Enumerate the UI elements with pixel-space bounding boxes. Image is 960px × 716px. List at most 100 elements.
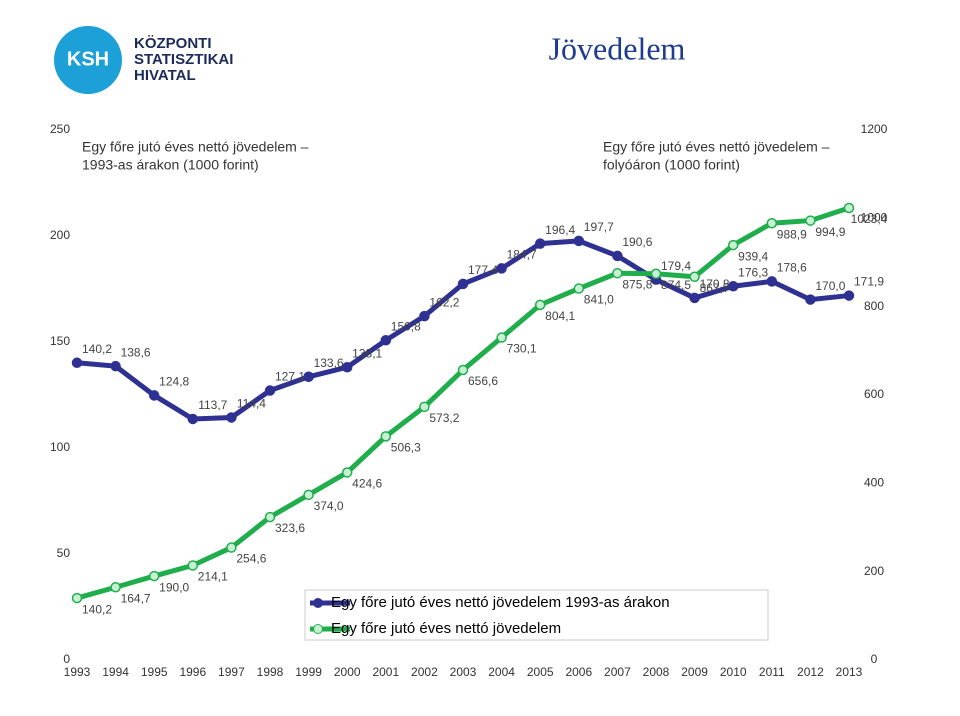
annotation: Egy főre jutó éves nettó jövedelem – xyxy=(82,139,309,155)
value-label: 178,6 xyxy=(777,261,807,275)
point xyxy=(187,560,199,571)
point xyxy=(148,570,160,582)
value-label: 190,6 xyxy=(622,235,652,249)
y-tick-label: 200 xyxy=(50,228,70,242)
legend-box xyxy=(304,589,769,641)
y-tick-label: 0 xyxy=(63,652,70,666)
value-label: 170,0 xyxy=(815,279,845,293)
value-label: 323,6 xyxy=(275,521,305,535)
logo-circle xyxy=(54,26,122,94)
x-tick-label: 2006 xyxy=(565,665,592,679)
value-label: 150,8 xyxy=(391,319,421,333)
point xyxy=(843,202,855,214)
x-tick-label: 1997 xyxy=(218,665,245,679)
y2-tick-label: 200 xyxy=(864,564,884,578)
y2-tick-label: 0 xyxy=(871,652,878,666)
value-label: 874,5 xyxy=(661,278,691,292)
y2-tick-label: 400 xyxy=(864,476,884,490)
y-tick-label: 250 xyxy=(50,122,70,136)
point xyxy=(612,267,623,279)
value-label: 138,1 xyxy=(352,346,382,360)
value-label: 214,1 xyxy=(198,570,228,584)
x-tick-label: 1995 xyxy=(141,665,168,679)
point xyxy=(110,360,121,372)
x-tick-label: 2005 xyxy=(527,665,554,679)
legend-marker xyxy=(313,598,323,608)
point xyxy=(496,332,507,343)
value-label: 506,3 xyxy=(391,441,421,455)
annotation: Egy főre jutó éves nettó jövedelem – xyxy=(603,139,830,155)
y-tick-label: 150 xyxy=(50,334,70,348)
value-label: 196,4 xyxy=(545,223,575,237)
x-tick-label: 2009 xyxy=(681,665,708,679)
point xyxy=(534,299,546,311)
logo-line: STATISZTIKAI xyxy=(134,51,233,68)
annotation: folyóáron (1000 forint) xyxy=(603,157,740,173)
point xyxy=(226,412,237,423)
point xyxy=(689,271,700,283)
x-tick-label: 1994 xyxy=(102,665,129,679)
value-label: 133,6 xyxy=(314,356,344,370)
point xyxy=(419,401,430,413)
point xyxy=(380,431,392,442)
point xyxy=(534,238,546,249)
point xyxy=(110,582,121,593)
point xyxy=(766,276,778,287)
value-label: 124,8 xyxy=(159,375,189,389)
value-label: 179,4 xyxy=(661,259,691,273)
point xyxy=(226,542,237,553)
logo-line: KÖZPONTI xyxy=(134,35,212,52)
y-tick-label: 50 xyxy=(57,546,71,560)
value-label: 127,1 xyxy=(275,370,305,384)
y2-tick-label: 600 xyxy=(864,387,884,401)
point xyxy=(457,278,469,290)
y2-tick-label: 1200 xyxy=(861,122,888,136)
x-tick-label: 2000 xyxy=(334,665,361,679)
point xyxy=(650,268,662,280)
x-tick-label: 2013 xyxy=(836,665,863,679)
point xyxy=(805,294,816,305)
value-label: 804,1 xyxy=(545,309,575,323)
value-label: 994,9 xyxy=(815,225,845,239)
point xyxy=(380,335,392,346)
point xyxy=(573,235,585,247)
x-tick-label: 1999 xyxy=(295,665,322,679)
value-label: 140,2 xyxy=(82,342,112,356)
point xyxy=(496,263,507,274)
x-tick-label: 1993 xyxy=(64,665,91,679)
point xyxy=(573,283,585,294)
point xyxy=(303,489,314,501)
value-label: 988,9 xyxy=(777,227,807,241)
point xyxy=(689,292,700,304)
value-label: 730,1 xyxy=(507,342,537,356)
y2-tick-label: 800 xyxy=(864,299,884,313)
x-tick-label: 2011 xyxy=(759,665,785,679)
x-tick-label: 2007 xyxy=(604,665,631,679)
point xyxy=(264,385,276,396)
legend-label: Egy főre jutó éves nettó jövedelem xyxy=(331,620,561,637)
point xyxy=(805,215,816,226)
x-tick-label: 2010 xyxy=(720,665,747,679)
value-label: 114,4 xyxy=(237,397,266,411)
point xyxy=(71,357,83,369)
logo-short: KSH xyxy=(67,48,109,70)
page-title: Jövedelem xyxy=(549,30,686,66)
point xyxy=(727,239,739,251)
x-tick-label: 2001 xyxy=(372,665,399,679)
y2-tick-label: 1000 xyxy=(861,211,888,225)
value-label: 1023,4 xyxy=(851,212,888,226)
value-label: 424,6 xyxy=(352,477,382,491)
x-tick-label: 2008 xyxy=(643,665,670,679)
legend-label: Egy főre jutó éves nettó jövedelem 1993-… xyxy=(331,594,670,611)
x-tick-label: 2002 xyxy=(411,665,438,679)
x-tick-label: 2003 xyxy=(450,665,477,679)
value-label: 177,4 xyxy=(468,263,498,277)
value-label: 171,9 xyxy=(854,275,884,289)
point xyxy=(457,364,469,376)
value-label: 170,8 xyxy=(700,277,730,291)
point xyxy=(419,310,430,322)
point xyxy=(71,592,83,604)
value-label: 138,6 xyxy=(121,345,151,359)
point xyxy=(612,250,623,262)
